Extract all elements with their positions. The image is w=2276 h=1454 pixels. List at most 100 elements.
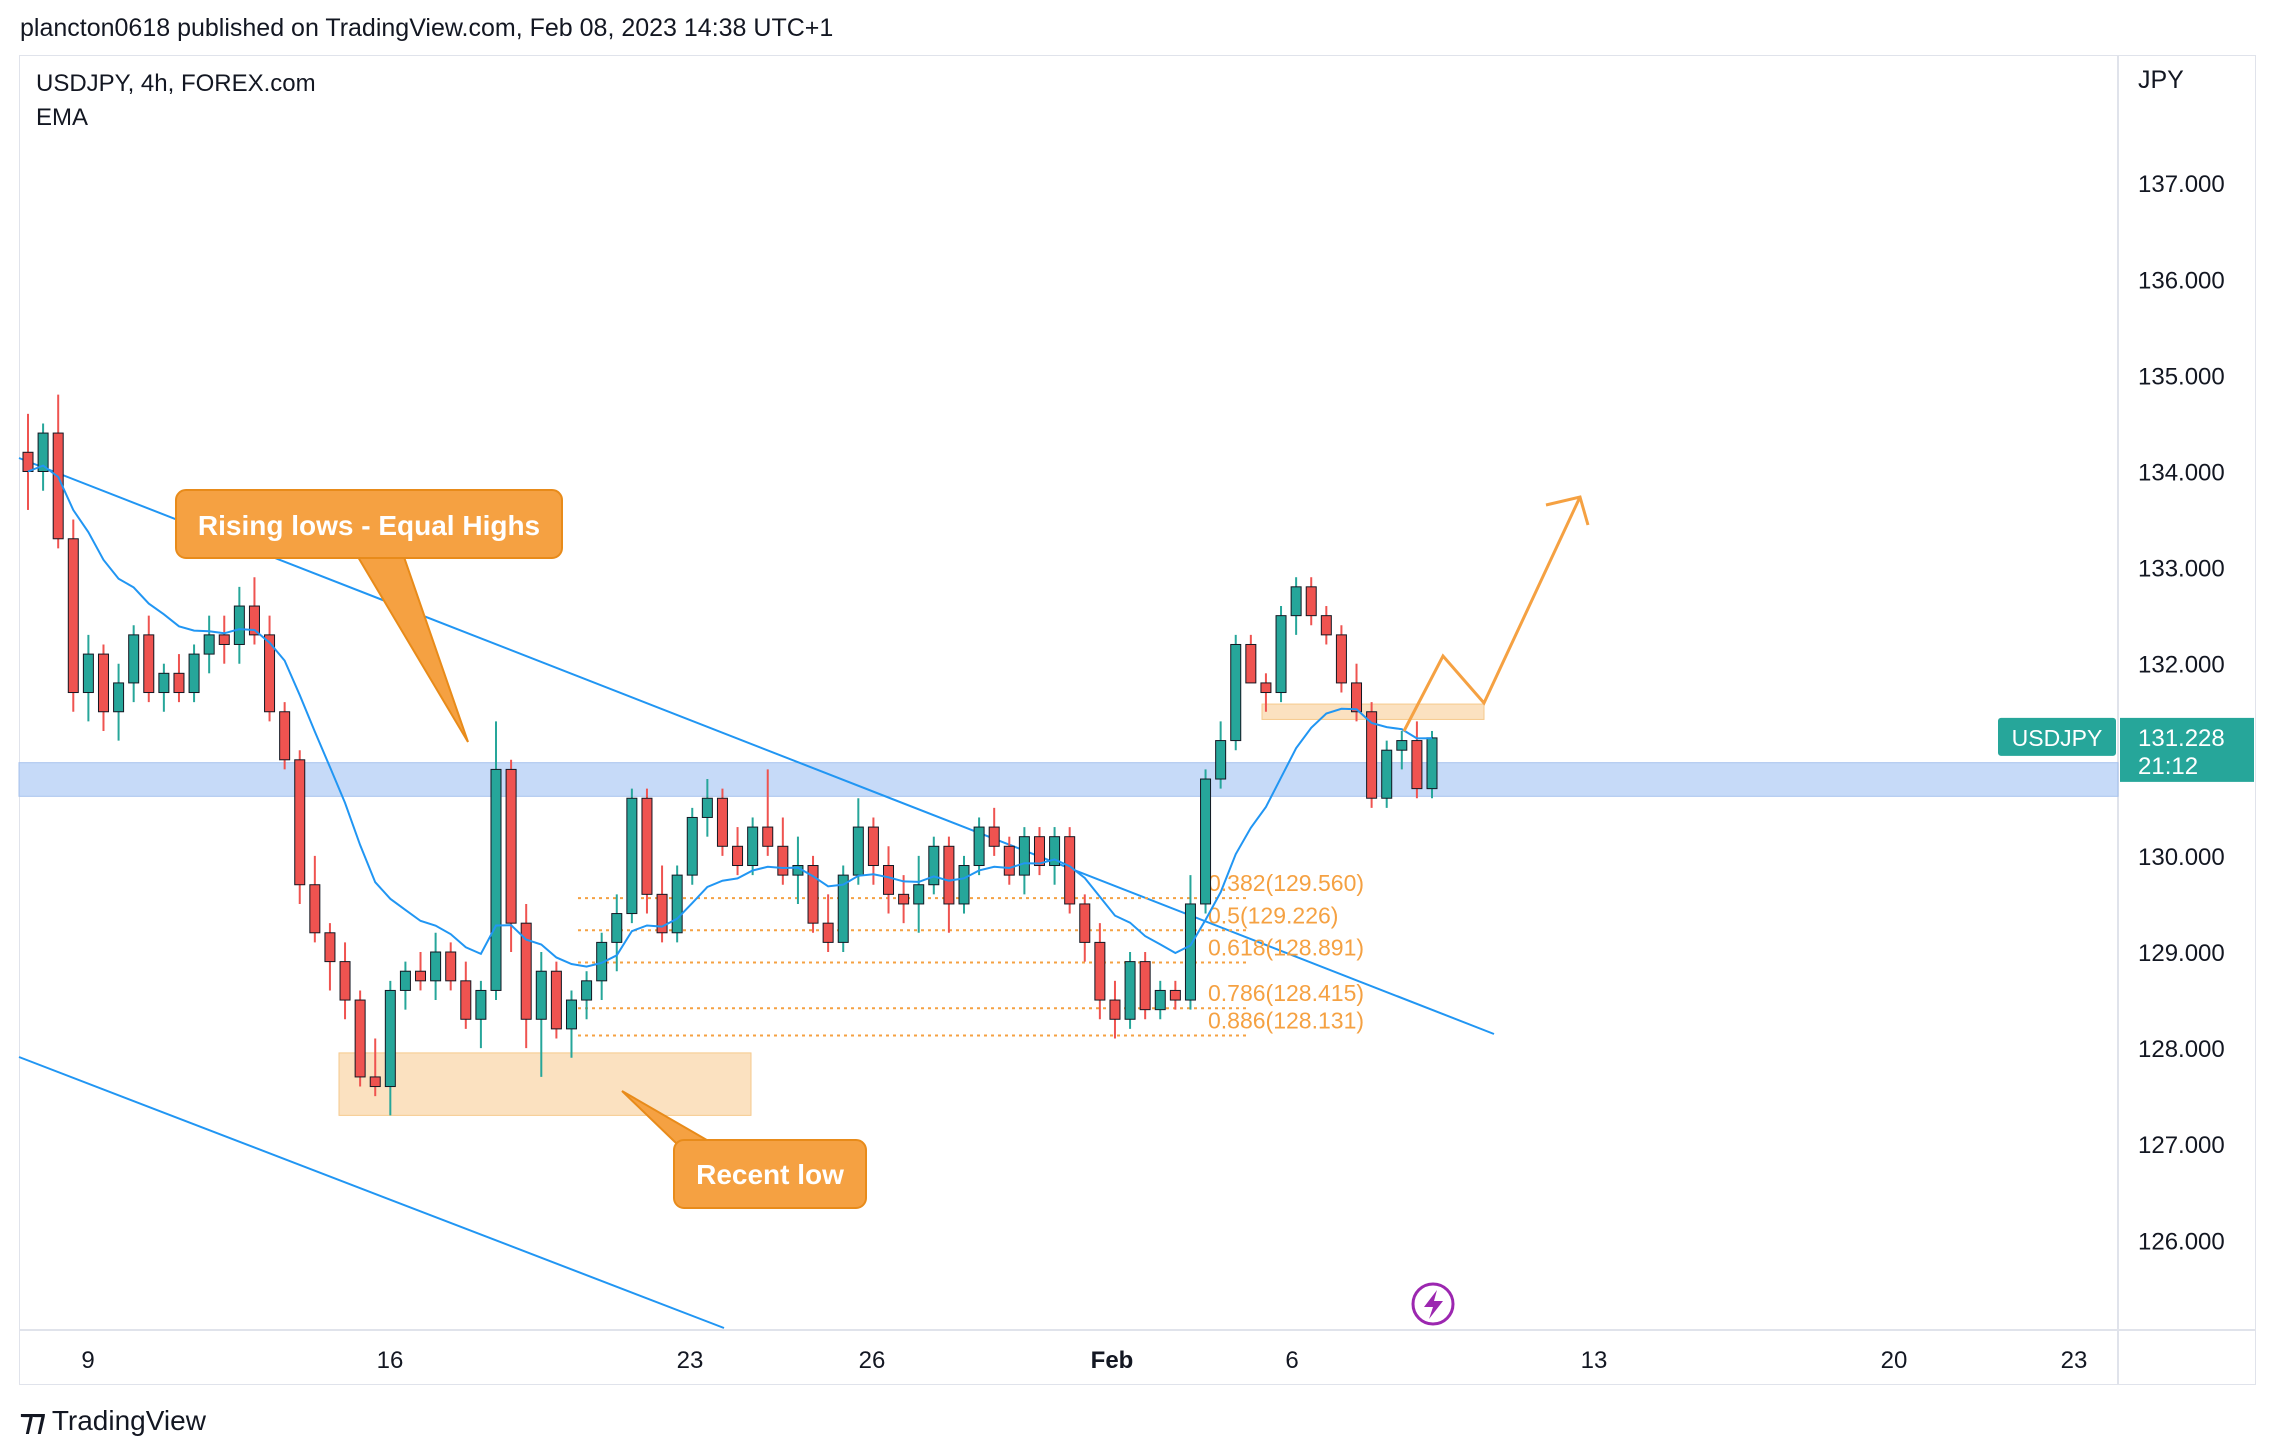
ema-legend[interactable]: EMA xyxy=(36,104,89,131)
candle-body[interactable] xyxy=(218,634,230,645)
candle-body[interactable] xyxy=(309,884,321,934)
candle-body[interactable] xyxy=(1230,643,1242,742)
candle-body[interactable] xyxy=(1396,740,1408,751)
candle-body[interactable] xyxy=(777,845,789,876)
candle-body[interactable] xyxy=(1381,749,1393,799)
candle-body[interactable] xyxy=(1245,643,1257,684)
candle-body[interactable] xyxy=(535,970,547,1020)
candle-body[interactable] xyxy=(1335,634,1347,684)
candle-body[interactable] xyxy=(837,874,849,943)
candle-body[interactable] xyxy=(1094,941,1106,1001)
candle-body[interactable] xyxy=(67,538,79,694)
candle-body[interactable] xyxy=(188,653,200,694)
candle-body[interactable] xyxy=(943,845,955,905)
candle-body[interactable] xyxy=(203,634,215,655)
candle-body[interactable] xyxy=(324,932,336,963)
candle-body[interactable] xyxy=(1366,711,1378,799)
candle-body[interactable] xyxy=(1290,586,1302,617)
candle-body[interactable] xyxy=(656,893,668,934)
candle-body[interactable] xyxy=(460,980,472,1020)
candle-body[interactable] xyxy=(339,961,351,1001)
candle-body[interactable] xyxy=(505,768,517,924)
candle-body[interactable] xyxy=(822,922,834,943)
candle-body[interactable] xyxy=(264,634,276,713)
candle-body[interactable] xyxy=(1260,682,1272,694)
candle-body[interactable] xyxy=(1426,737,1438,790)
candle-body[interactable] xyxy=(1184,903,1196,1001)
candle-body[interactable] xyxy=(1169,989,1181,1001)
candle-body[interactable] xyxy=(128,634,140,684)
candle-body[interactable] xyxy=(415,970,427,982)
candle-body[interactable] xyxy=(173,672,185,694)
zone-recent-low[interactable] xyxy=(338,1052,752,1116)
candle-body[interactable] xyxy=(248,605,260,636)
candle-body[interactable] xyxy=(958,865,970,905)
candle-body[interactable] xyxy=(490,768,502,991)
candle-body[interactable] xyxy=(747,826,759,867)
candle-body[interactable] xyxy=(1215,740,1227,780)
candle-body[interactable] xyxy=(867,826,879,867)
candle-body[interactable] xyxy=(445,951,457,982)
candle-body[interactable] xyxy=(1275,615,1287,694)
candle-body[interactable] xyxy=(1200,778,1212,905)
candle-body[interactable] xyxy=(369,1076,381,1088)
candle-body[interactable] xyxy=(1320,615,1332,636)
candle-body[interactable] xyxy=(1351,682,1363,713)
footer-brand[interactable]: ⁊⁊ TradingView xyxy=(20,1404,206,1437)
candle-body[interactable] xyxy=(279,711,291,761)
callout-top-box[interactable] xyxy=(175,489,563,559)
candle-body[interactable] xyxy=(1018,836,1030,876)
candle-body[interactable] xyxy=(1154,989,1166,1011)
candle-body[interactable] xyxy=(701,797,713,818)
trendline-lower[interactable] xyxy=(18,1056,725,1329)
candle-body[interactable] xyxy=(973,826,985,867)
candle-body[interactable] xyxy=(596,941,608,982)
candle-body[interactable] xyxy=(475,989,487,1020)
candle-body[interactable] xyxy=(550,970,562,1030)
candle-body[interactable] xyxy=(399,970,411,991)
candle-body[interactable] xyxy=(716,797,728,847)
candle-body[interactable] xyxy=(143,634,155,694)
candle-body[interactable] xyxy=(97,653,109,713)
candle-body[interactable] xyxy=(913,884,925,905)
candle-body[interactable] xyxy=(158,672,170,694)
candle-body[interactable] xyxy=(565,999,577,1030)
candle-body[interactable] xyxy=(1139,961,1151,1011)
candle-body[interactable] xyxy=(732,845,744,867)
candle-body[interactable] xyxy=(1033,836,1045,867)
candle-body[interactable] xyxy=(852,826,864,876)
candle-body[interactable] xyxy=(1109,999,1121,1020)
candle-body[interactable] xyxy=(1049,836,1061,867)
candle-body[interactable] xyxy=(520,922,532,1020)
candle-body[interactable] xyxy=(762,826,774,847)
candle-body[interactable] xyxy=(1079,903,1091,943)
projection-path[interactable] xyxy=(1402,496,1582,732)
candle-body[interactable] xyxy=(37,432,49,472)
symbol-legend[interactable]: USDJPY, 4h, FOREX.com xyxy=(36,70,316,97)
symbol-price-tag[interactable] xyxy=(1998,717,2116,756)
candle-body[interactable] xyxy=(1411,740,1423,790)
candle-body[interactable] xyxy=(883,865,895,895)
candle-body[interactable] xyxy=(641,797,653,895)
candle-body[interactable] xyxy=(233,605,245,645)
candle-body[interactable] xyxy=(898,893,910,905)
zone-resistance[interactable] xyxy=(18,762,2119,797)
candle-body[interactable] xyxy=(581,980,593,1001)
candle-body[interactable] xyxy=(671,874,683,934)
candle-body[interactable] xyxy=(1064,836,1076,905)
candle-body[interactable] xyxy=(1124,961,1136,1020)
candle-body[interactable] xyxy=(686,816,698,876)
candle-body[interactable] xyxy=(384,989,396,1088)
candle-body[interactable] xyxy=(1003,845,1015,876)
candle-body[interactable] xyxy=(82,653,94,694)
candle-body[interactable] xyxy=(626,797,638,915)
callout-bottom-box[interactable] xyxy=(673,1139,867,1209)
candle-body[interactable] xyxy=(928,845,940,886)
candle-body[interactable] xyxy=(22,451,34,472)
candle-body[interactable] xyxy=(294,759,306,886)
candle-body[interactable] xyxy=(611,913,623,943)
candle-body[interactable] xyxy=(354,999,366,1078)
candle-body[interactable] xyxy=(988,826,1000,847)
candle-body[interactable] xyxy=(1305,586,1317,617)
